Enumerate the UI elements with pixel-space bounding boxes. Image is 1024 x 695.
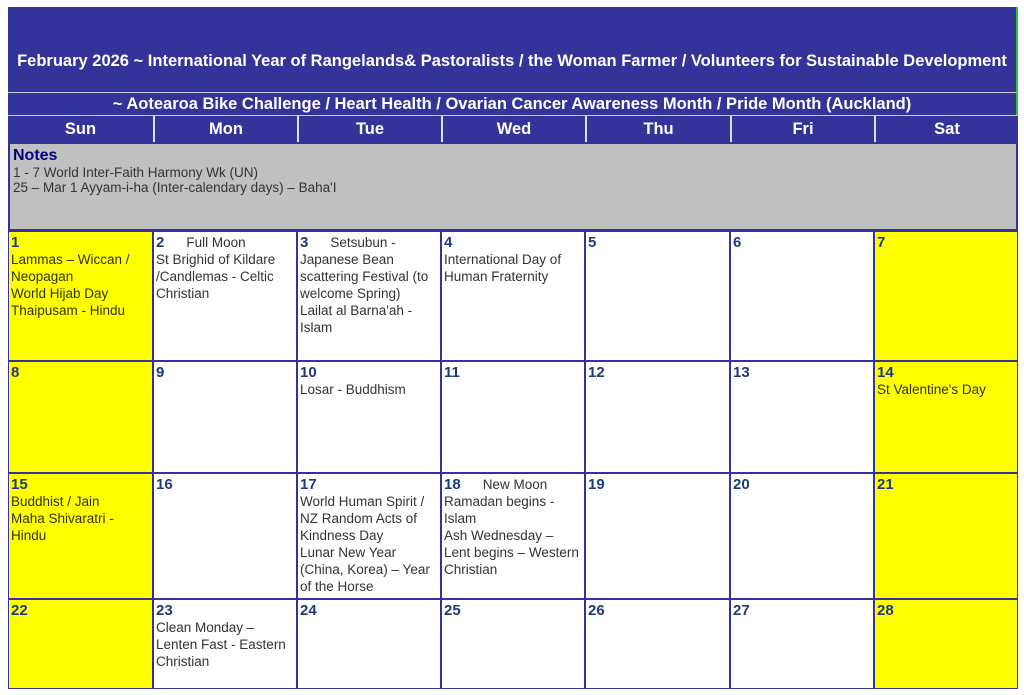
- day-cell[interactable]: 3 Setsubun - Japanese Bean scattering Fest…: [297, 231, 441, 361]
- day-cell[interactable]: 18 New Moon Ramadan begins - Islam Ash Wedn…: [441, 473, 585, 599]
- weekday-thu: Thu: [585, 116, 730, 142]
- day-number: 3: [300, 234, 309, 251]
- day-number: 1: [11, 234, 20, 251]
- note-line: 25 – Mar 1 Ayyam-i-ha (Inter-calendary d…: [13, 180, 337, 195]
- day-event: Losar - Buddhism: [300, 382, 406, 397]
- day-number: 9: [156, 364, 165, 381]
- day-cell[interactable]: 27: [730, 599, 874, 689]
- day-number: 21: [877, 476, 894, 493]
- day-cell[interactable]: 6: [730, 231, 874, 361]
- day-cell[interactable]: 14 St Valentine's Day: [874, 361, 1018, 473]
- weekday-fri: Fri: [730, 116, 874, 142]
- day-number: 26: [588, 602, 605, 619]
- weekday-sun: Sun: [64, 120, 97, 138]
- day-cell[interactable]: 16: [153, 473, 297, 599]
- day-number: 15: [11, 476, 28, 493]
- weekday-mon: Mon: [153, 116, 297, 142]
- day-number: 2: [156, 234, 165, 251]
- day-number: 25: [444, 602, 461, 619]
- day-event: Ramadan begins - Islam: [444, 494, 555, 526]
- day-cell[interactable]: 26: [585, 599, 730, 689]
- day-event: New Moon: [482, 477, 548, 492]
- day-number: 27: [733, 602, 750, 619]
- notes-section: Notes 1 - 7 World Inter-Faith Harmony Wk…: [8, 142, 1018, 231]
- day-event: Full Moon: [186, 235, 246, 250]
- calendar-grid: 1 Lammas – Wiccan / Neopagan World Hijab D…: [8, 231, 1018, 689]
- calendar-subtitle: ~ Aotearoa Bike Challenge / Heart Health…: [8, 92, 1018, 115]
- day-event: Buddhist / Jain: [11, 494, 100, 509]
- day-event: Thaipusam - Hindu: [11, 303, 126, 318]
- day-cell[interactable]: 8: [8, 361, 153, 473]
- day-number: 16: [156, 476, 173, 493]
- note-line: 1 - 7 World Inter-Faith Harmony Wk (UN): [13, 165, 259, 180]
- day-number: 14: [877, 364, 894, 381]
- day-event: Japanese Bean scattering Festival (to we…: [300, 252, 429, 301]
- weekday-wed: Wed: [441, 116, 585, 142]
- day-cell[interactable]: 12: [585, 361, 730, 473]
- day-number: 19: [588, 476, 605, 493]
- day-number: 23: [156, 602, 173, 619]
- day-event: Lailat al Barna'ah - Islam: [300, 303, 413, 335]
- notes-title: Notes: [13, 147, 58, 164]
- day-event: Setsubun -: [330, 235, 396, 250]
- day-cell[interactable]: 10 Losar - Buddhism: [297, 361, 441, 473]
- day-event: Clean Monday – Lenten Fast - Eastern Chr…: [156, 620, 286, 669]
- day-cell[interactable]: 5: [585, 231, 730, 361]
- day-event: World Human Spirit / NZ Random Acts of K…: [300, 494, 425, 543]
- day-number: 10: [300, 364, 317, 381]
- day-number: 7: [877, 234, 886, 251]
- day-event: Ash Wednesday – Lent begins – Western Ch…: [444, 528, 579, 577]
- day-number: 20: [733, 476, 750, 493]
- day-cell[interactable]: 11: [441, 361, 585, 473]
- day-event: Lammas – Wiccan / Neopagan: [11, 252, 130, 284]
- day-cell[interactable]: 1 Lammas – Wiccan / Neopagan World Hijab D…: [8, 231, 153, 361]
- day-cell[interactable]: 13: [730, 361, 874, 473]
- day-number: 17: [300, 476, 317, 493]
- day-number: 4: [444, 234, 453, 251]
- day-cell[interactable]: 23 Clean Monday – Lenten Fast - Eastern C…: [153, 599, 297, 689]
- day-number: 24: [300, 602, 317, 619]
- day-cell[interactable]: 9: [153, 361, 297, 473]
- day-cell[interactable]: 15 Buddhist / Jain Maha Shivaratri - Hindu: [8, 473, 153, 599]
- day-number: 11: [444, 364, 460, 381]
- day-number: 6: [733, 234, 742, 251]
- day-number: 12: [588, 364, 605, 381]
- calendar-title: February 2026 ~ International Year of Ra…: [8, 7, 1018, 92]
- day-number: 5: [588, 234, 597, 251]
- calendar: February 2026 ~ International Year of Ra…: [8, 7, 1018, 689]
- weekday-sat: Sat: [874, 116, 1018, 142]
- day-event: St Valentine's Day: [877, 382, 986, 397]
- day-cell[interactable]: 7: [874, 231, 1018, 361]
- day-cell[interactable]: 19: [585, 473, 730, 599]
- day-event: Maha Shivaratri - Hindu: [11, 511, 114, 543]
- weekday-header: Sun Mon Tue Wed Thu Fri Sat: [8, 115, 1018, 142]
- day-cell[interactable]: 20: [730, 473, 874, 599]
- day-event: St Brighid of Kildare /Candlemas - Celti…: [156, 252, 276, 301]
- day-cell[interactable]: 28: [874, 599, 1018, 689]
- day-event: World Hijab Day: [11, 286, 109, 301]
- day-number: 18: [444, 476, 461, 493]
- day-cell[interactable]: 22: [8, 599, 153, 689]
- day-number: 13: [733, 364, 750, 381]
- day-cell[interactable]: 2 Full Moon St Brighid of Kildare /Candlem…: [153, 231, 297, 361]
- weekday-tue: Tue: [297, 116, 441, 142]
- day-number: 22: [11, 602, 28, 619]
- day-cell[interactable]: 21: [874, 473, 1018, 599]
- day-event: Lunar New Year (China, Korea) – Year of …: [300, 545, 430, 594]
- day-cell[interactable]: 25: [441, 599, 585, 689]
- day-number: 28: [877, 602, 894, 619]
- day-cell[interactable]: 4 International Day of Human Fraternity: [441, 231, 585, 361]
- day-cell[interactable]: 24: [297, 599, 441, 689]
- day-cell[interactable]: 17 World Human Spirit / NZ Random Acts of…: [297, 473, 441, 599]
- day-number: 8: [11, 364, 20, 381]
- day-event: International Day of Human Fraternity: [444, 252, 562, 284]
